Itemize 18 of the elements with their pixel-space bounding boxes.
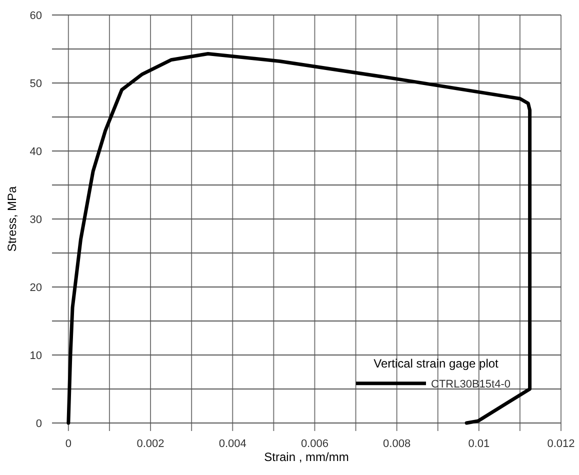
- y-tick-label: 40: [30, 146, 42, 158]
- x-tick-label: 0.01: [468, 438, 490, 450]
- x-tick-label: 0: [65, 438, 72, 450]
- x-axis-title: Strain , mm/mm: [264, 450, 349, 464]
- x-tick-label: 0.012: [547, 438, 575, 450]
- y-axis-title: Stress, MPa: [5, 186, 19, 252]
- y-tick-label: 60: [30, 10, 42, 22]
- y-tick-label: 0: [36, 418, 42, 430]
- y-tick-label: 50: [30, 78, 42, 90]
- line-series: [66, 52, 532, 425]
- y-tick-label: 10: [30, 350, 42, 362]
- x-tick-label: 0.002: [136, 438, 164, 450]
- x-tick-label: 0.004: [218, 438, 246, 450]
- x-tick-label: 0.006: [300, 438, 328, 450]
- x-tick-label: 0.008: [383, 438, 411, 450]
- y-tick-label: 30: [30, 214, 42, 226]
- y-tick-label: 20: [30, 282, 42, 294]
- legend-title: Vertical strain gage plot: [374, 356, 500, 370]
